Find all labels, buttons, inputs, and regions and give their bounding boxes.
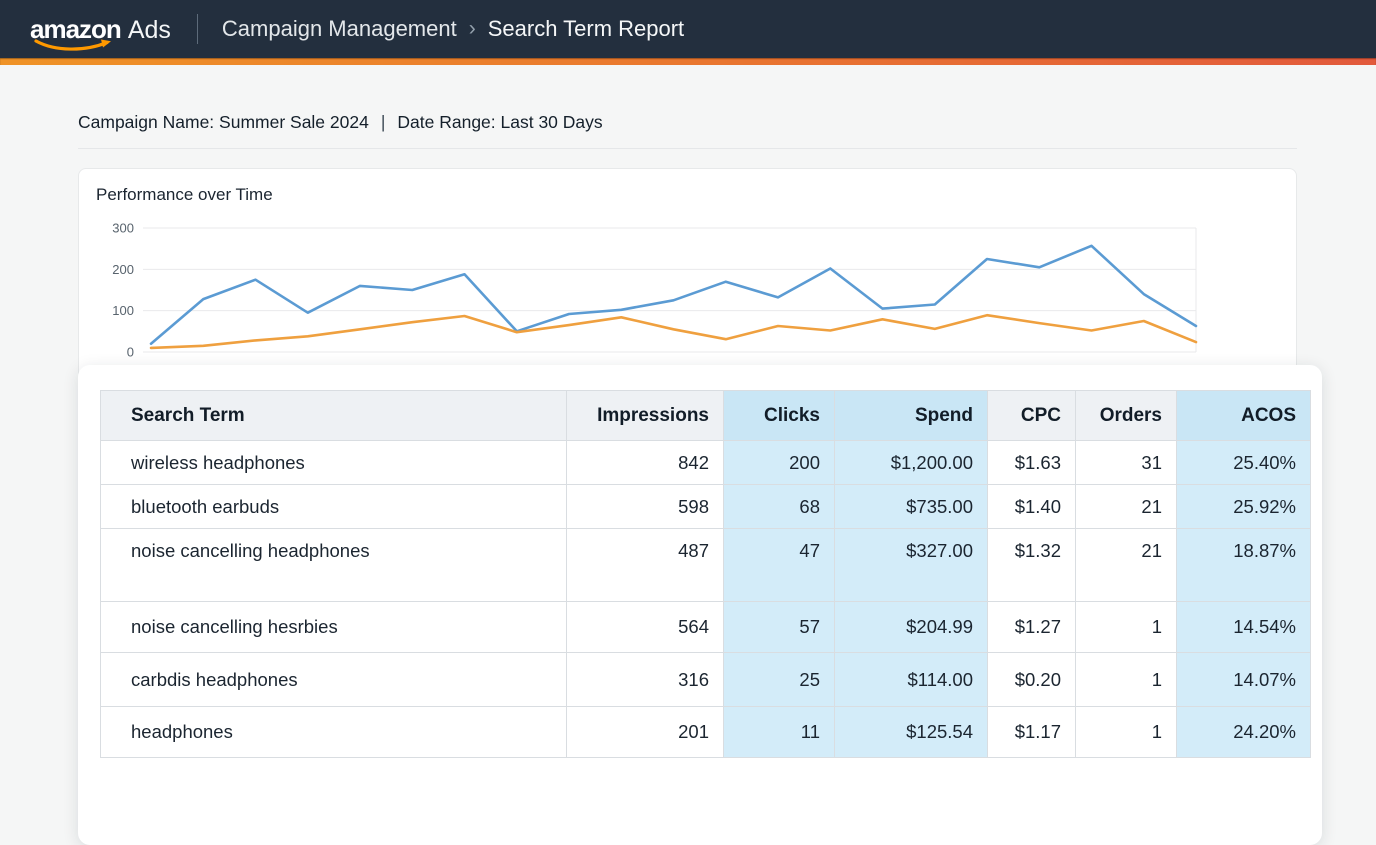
cell-acos: 24.20% <box>1177 707 1311 758</box>
cell-clicks: 57 <box>724 602 835 653</box>
chart-y-tick-label: 300 <box>112 221 134 236</box>
cell-orders: 1 <box>1076 707 1177 758</box>
table-row: bluetooth earbuds59868$735.00$1.402125.9… <box>101 485 1311 529</box>
cell-impressions: 316 <box>567 653 724 707</box>
column-header-impressions: Impressions <box>567 391 724 441</box>
breadcrumb: Campaign Management › Search Term Report <box>222 16 684 42</box>
cell-acos: 18.87% <box>1177 529 1311 602</box>
chart-y-tick-label: 200 <box>112 262 134 277</box>
cell-spend: $125.54 <box>835 707 988 758</box>
cell-cpc: $0.20 <box>988 653 1076 707</box>
column-header-clicks: Clicks <box>724 391 835 441</box>
cell-search-term: noise cancelling headphones <box>101 529 567 602</box>
chart-y-tick-label: 0 <box>127 345 134 360</box>
column-header-cpc: CPC <box>988 391 1076 441</box>
cell-spend: $114.00 <box>835 653 988 707</box>
cell-acos: 14.54% <box>1177 602 1311 653</box>
cell-impressions: 564 <box>567 602 724 653</box>
cell-acos: 25.92% <box>1177 485 1311 529</box>
meta-separator: | <box>381 112 386 133</box>
cell-clicks: 47 <box>724 529 835 602</box>
cell-search-term: headphones <box>101 707 567 758</box>
cell-search-term: wireless headphones <box>101 441 567 485</box>
column-header-spend: Spend <box>835 391 988 441</box>
cell-spend: $1,200.00 <box>835 441 988 485</box>
breadcrumb-campaign-management[interactable]: Campaign Management <box>222 16 457 42</box>
table-row: noise cancelling headphones48747$327.00$… <box>101 529 1311 602</box>
cell-orders: 21 <box>1076 529 1177 602</box>
cell-impressions: 598 <box>567 485 724 529</box>
column-header-search-term: Search Term <box>101 391 567 441</box>
cell-cpc: $1.40 <box>988 485 1076 529</box>
date-range-label: Date Range: Last 30 Days <box>397 112 602 133</box>
performance-chart: 300 200 100 0 <box>79 209 1298 369</box>
campaign-meta: Campaign Name: Summer Sale 2024 | Date R… <box>78 112 1376 133</box>
cell-acos: 25.40% <box>1177 441 1311 485</box>
cell-orders: 1 <box>1076 653 1177 707</box>
cell-spend: $327.00 <box>835 529 988 602</box>
chart-line-orange <box>151 315 1196 348</box>
cell-clicks: 200 <box>724 441 835 485</box>
accent-strip <box>0 58 1376 65</box>
cell-search-term: bluetooth earbuds <box>101 485 567 529</box>
cell-orders: 21 <box>1076 485 1177 529</box>
chart-title: Performance over Time <box>96 185 1296 205</box>
amazon-ads-logo[interactable]: amazon Ads <box>30 14 171 45</box>
cell-orders: 1 <box>1076 602 1177 653</box>
table-header: Search TermImpressionsClicksSpendCPCOrde… <box>101 391 1311 441</box>
cell-search-term: carbdis headphones <box>101 653 567 707</box>
cell-cpc: $1.63 <box>988 441 1076 485</box>
cell-impressions: 487 <box>567 529 724 602</box>
amazon-smile-icon <box>33 38 119 52</box>
campaign-name-label: Campaign Name: Summer Sale 2024 <box>78 112 369 133</box>
breadcrumb-search-term-report: Search Term Report <box>488 16 684 42</box>
ads-logo-text: Ads <box>128 16 171 45</box>
chart-y-tick-label: 100 <box>112 303 134 318</box>
cell-clicks: 11 <box>724 707 835 758</box>
cell-search-term: noise cancelling hesrbies <box>101 602 567 653</box>
cell-spend: $735.00 <box>835 485 988 529</box>
search-term-table-card: Search TermImpressionsClicksSpendCPCOrde… <box>78 365 1322 845</box>
search-term-table: Search TermImpressionsClicksSpendCPCOrde… <box>100 390 1311 758</box>
table-row: carbdis headphones31625$114.00$0.20114.0… <box>101 653 1311 707</box>
cell-spend: $204.99 <box>835 602 988 653</box>
cell-impressions: 842 <box>567 441 724 485</box>
cell-acos: 14.07% <box>1177 653 1311 707</box>
cell-cpc: $1.32 <box>988 529 1076 602</box>
column-header-acos: ACOS <box>1177 391 1311 441</box>
performance-chart-card: Performance over Time 300 200 100 0 <box>78 168 1297 380</box>
cell-cpc: $1.17 <box>988 707 1076 758</box>
cell-impressions: 201 <box>567 707 724 758</box>
cell-cpc: $1.27 <box>988 602 1076 653</box>
cell-clicks: 68 <box>724 485 835 529</box>
meta-divider <box>78 148 1297 149</box>
chevron-right-icon: › <box>469 17 476 41</box>
column-header-orders: Orders <box>1076 391 1177 441</box>
table-row: noise cancelling hesrbies56457$204.99$1.… <box>101 602 1311 653</box>
nav-divider <box>197 14 198 44</box>
top-navbar: amazon Ads Campaign Management › Search … <box>0 0 1376 58</box>
table-row: headphones20111$125.54$1.17124.20% <box>101 707 1311 758</box>
table-row: wireless headphones842200$1,200.00$1.633… <box>101 441 1311 485</box>
cell-clicks: 25 <box>724 653 835 707</box>
cell-orders: 31 <box>1076 441 1177 485</box>
